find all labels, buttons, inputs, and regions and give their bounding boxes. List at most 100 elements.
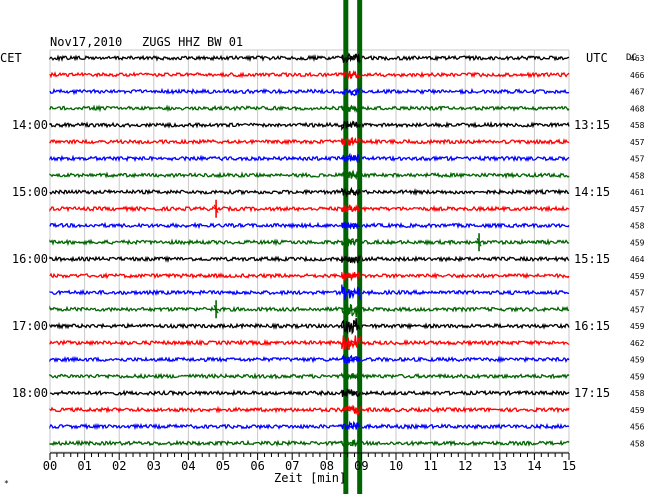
dc-value: 457 bbox=[630, 289, 645, 298]
dc-value: 459 bbox=[630, 272, 645, 281]
event-burst bbox=[341, 87, 361, 97]
dc-value: 459 bbox=[630, 356, 645, 365]
minor-event-spike bbox=[213, 204, 219, 214]
left-timezone-label: CET bbox=[0, 51, 22, 65]
trace-10 bbox=[49, 204, 570, 213]
dc-value: 461 bbox=[630, 188, 645, 197]
right-time-label: 17:15 bbox=[574, 386, 610, 400]
event-burst bbox=[341, 120, 361, 132]
event-burst bbox=[341, 404, 361, 416]
right-time-label: 14:15 bbox=[574, 185, 610, 199]
right-time-label: 13:15 bbox=[574, 118, 610, 132]
event-burst bbox=[341, 420, 361, 431]
trace-16 bbox=[49, 305, 570, 313]
event-burst bbox=[341, 335, 361, 351]
trace-1 bbox=[49, 53, 570, 62]
event-burst bbox=[341, 271, 361, 282]
right-time-label: 16:15 bbox=[574, 319, 610, 333]
left-time-label: 18:00 bbox=[12, 386, 48, 400]
trace-group bbox=[49, 53, 570, 447]
trace-19 bbox=[49, 355, 570, 364]
x-tick-label: 11 bbox=[423, 459, 437, 473]
dc-value: 457 bbox=[630, 138, 645, 147]
dc-value: 459 bbox=[630, 322, 645, 331]
right-timezone-label: UTC bbox=[586, 51, 608, 65]
dc-value: 458 bbox=[630, 439, 645, 448]
trace-9 bbox=[49, 187, 570, 197]
x-tick-label: 06 bbox=[250, 459, 264, 473]
trace-3 bbox=[49, 87, 570, 96]
dc-value: 459 bbox=[630, 238, 645, 247]
x-tick-label: 01 bbox=[77, 459, 91, 473]
dc-value: 457 bbox=[630, 155, 645, 164]
time-axis: 00 01 02 03 04 05 06 07 08 09 10 11 12 13 14 15 bbox=[43, 452, 576, 473]
event-burst bbox=[341, 221, 361, 231]
x-tick-label: 13 bbox=[493, 459, 507, 473]
corner-mark: * bbox=[4, 479, 9, 488]
side-labels: 14:00 15:00 16:00 17:00 18:00 13:15 14:15 15:15… bbox=[12, 54, 645, 448]
left-time-label: 16:00 bbox=[12, 252, 48, 266]
trace-8 bbox=[49, 171, 570, 180]
event-burst bbox=[341, 169, 361, 181]
dc-value: 467 bbox=[630, 88, 645, 97]
station-label: ZUGS HHZ BW 01 bbox=[142, 35, 243, 49]
minor-event-spike bbox=[476, 237, 482, 247]
event-markers bbox=[213, 0, 482, 494]
x-tick-label: 03 bbox=[147, 459, 161, 473]
x-tick-label: 08 bbox=[320, 459, 334, 473]
x-tick-label: 07 bbox=[285, 459, 299, 473]
event-burst bbox=[341, 303, 361, 318]
dc-value: 456 bbox=[630, 423, 645, 432]
minor-event-spike bbox=[213, 304, 219, 314]
x-tick-label: 00 bbox=[43, 459, 57, 473]
dc-value: 468 bbox=[630, 104, 645, 113]
trace-2 bbox=[49, 70, 570, 79]
dc-value: 462 bbox=[630, 339, 645, 348]
trace-13 bbox=[49, 255, 570, 264]
event-burst bbox=[341, 284, 361, 301]
event-burst bbox=[341, 186, 361, 198]
event-burst bbox=[341, 388, 361, 398]
trace-15 bbox=[49, 288, 570, 297]
x-tick-label: 12 bbox=[458, 459, 472, 473]
event-burst bbox=[341, 353, 361, 365]
x-axis-label: Zeit [min] bbox=[274, 471, 346, 485]
dc-value: 466 bbox=[630, 71, 645, 80]
dc-value: 464 bbox=[630, 255, 645, 264]
dc-value: 458 bbox=[630, 171, 645, 180]
trace-21 bbox=[49, 388, 570, 397]
event-burst bbox=[341, 136, 361, 147]
trace-12 bbox=[49, 238, 570, 247]
x-tick-label: 02 bbox=[112, 459, 126, 473]
event-burst bbox=[341, 69, 361, 81]
left-time-label: 17:00 bbox=[12, 319, 48, 333]
dc-header-label: DC bbox=[626, 53, 637, 63]
date-label: Nov17,2010 bbox=[50, 35, 122, 49]
trace-11 bbox=[49, 221, 570, 230]
event-burst bbox=[341, 371, 361, 381]
event-burst bbox=[341, 237, 361, 247]
x-tick-label: 14 bbox=[527, 459, 541, 473]
trace-23 bbox=[49, 422, 570, 431]
event-burst bbox=[341, 152, 361, 164]
dc-value: 463 bbox=[630, 54, 645, 63]
dc-value: 459 bbox=[630, 406, 645, 415]
x-tick-label: 04 bbox=[181, 459, 195, 473]
dc-value: 457 bbox=[630, 205, 645, 214]
left-time-label: 15:00 bbox=[12, 185, 48, 199]
dc-value: 458 bbox=[630, 121, 645, 130]
trace-6 bbox=[49, 138, 570, 146]
x-tick-label: 09 bbox=[354, 459, 368, 473]
dc-value: 457 bbox=[630, 305, 645, 314]
event-burst bbox=[341, 52, 361, 64]
trace-22 bbox=[49, 405, 570, 414]
trace-14 bbox=[49, 272, 570, 280]
x-tick-label: 15 bbox=[562, 459, 576, 473]
trace-5 bbox=[49, 121, 570, 129]
x-tick-label: 10 bbox=[389, 459, 403, 473]
dc-value: 458 bbox=[630, 222, 645, 231]
x-tick-label: 05 bbox=[216, 459, 230, 473]
trace-18 bbox=[49, 338, 570, 347]
trace-17 bbox=[49, 322, 570, 330]
